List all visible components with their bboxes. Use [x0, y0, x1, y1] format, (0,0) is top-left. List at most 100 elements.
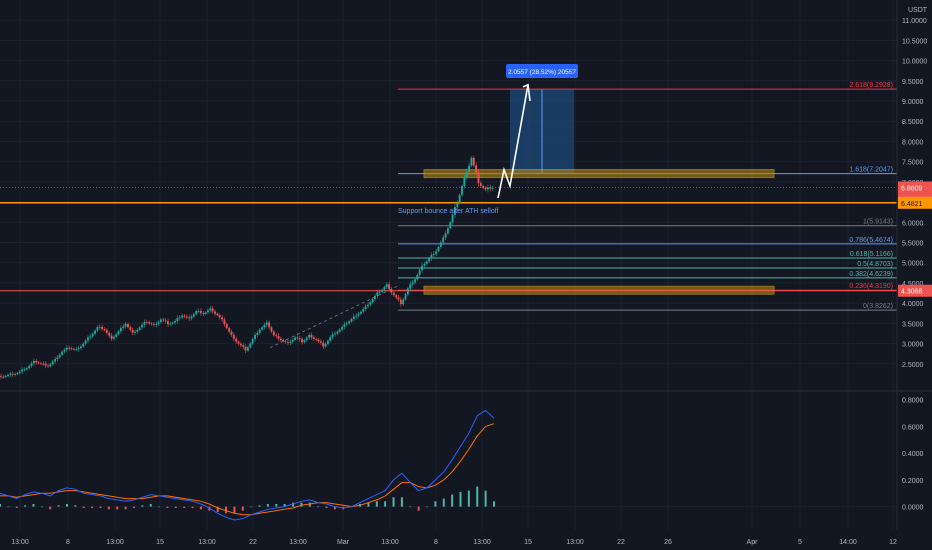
- candle-body: [11, 373, 14, 375]
- macd-histogram-bar: [208, 506, 211, 511]
- candle-body: [411, 282, 414, 285]
- macd-tick-label: 0.0000: [902, 505, 924, 512]
- candle-body: [49, 364, 52, 367]
- candle-body: [181, 315, 184, 318]
- candle-body: [77, 348, 80, 350]
- macd-histogram-bar: [367, 502, 370, 507]
- candle-body: [72, 348, 75, 350]
- macd-histogram-bar: [451, 494, 454, 507]
- price-tick-label: 5.5000: [902, 240, 924, 247]
- candle-body: [329, 337, 332, 341]
- candle-body: [355, 315, 358, 317]
- candle-body: [14, 374, 16, 375]
- candlestick-series: [0, 155, 494, 380]
- candle-body: [331, 334, 334, 338]
- candle-body: [326, 340, 329, 344]
- time-axis[interactable]: 13:00 8 13:00 15 13:00 22 13:00 Mar 13:00 8 13:00 1…: [11, 539, 897, 546]
- candle-body: [357, 313, 360, 316]
- candle-body: [221, 317, 224, 320]
- candle-body: [446, 228, 449, 234]
- candle-body: [58, 354, 61, 358]
- candle-body: [256, 332, 259, 335]
- candle-body: [89, 336, 92, 338]
- candle-body: [75, 349, 78, 350]
- candle-body: [112, 336, 115, 339]
- candle-body: [37, 362, 40, 364]
- candle-body: [101, 326, 104, 329]
- candle-body: [390, 288, 393, 293]
- candle-body: [183, 315, 186, 317]
- time-tick-label: 26: [664, 539, 672, 546]
- macd-histogram-bar: [384, 501, 387, 507]
- macd-indicator: [0, 409, 897, 521]
- target-label-bg: [506, 64, 578, 78]
- candle-body: [127, 323, 129, 328]
- fib-level-label: 0.382(4.6239): [849, 271, 893, 278]
- fib-retracement[interactable]: 2.618(9.2928) 1.618(7.2047) 1(5.9143) 0.786…: [0, 82, 897, 311]
- candle-body: [176, 318, 179, 321]
- macd-histogram-bar: [124, 506, 127, 510]
- macd-histogram-bar: [32, 503, 35, 507]
- projection-box: [510, 89, 574, 174]
- candle-body: [371, 299, 374, 303]
- macd-tick-label: 0.4000: [902, 451, 924, 458]
- price-tick-label: 4.0000: [902, 301, 924, 308]
- candle-body: [454, 207, 456, 215]
- candle-body: [155, 323, 158, 325]
- macd-histogram-bar: [434, 501, 437, 507]
- candle-body: [484, 187, 487, 190]
- candle-body: [334, 333, 336, 335]
- candle-body: [319, 341, 322, 343]
- candle-body: [366, 304, 369, 307]
- candle-body: [286, 342, 289, 343]
- candle-body: [108, 332, 111, 336]
- macd-histogram-bar: [292, 502, 295, 507]
- price-tick-label: 10.5000: [902, 38, 927, 45]
- macd-histogram-bar: [74, 505, 77, 507]
- candle-body: [0, 375, 2, 377]
- candle-body: [456, 203, 459, 208]
- candle-body: [275, 335, 278, 337]
- candle-body: [117, 331, 120, 335]
- candle-body: [119, 327, 122, 332]
- macd-histogram-bar: [392, 497, 395, 507]
- macd-line: [0, 409, 495, 521]
- candle-body: [145, 322, 148, 323]
- candle-body: [296, 337, 299, 339]
- candle-body: [418, 270, 421, 275]
- macd-histogram-bar: [191, 506, 194, 508]
- candle-body: [270, 327, 273, 332]
- macd-histogram-bar: [467, 490, 470, 507]
- candle-body: [84, 340, 87, 344]
- candle-body: [82, 343, 85, 347]
- candle-body: [9, 373, 12, 376]
- candle-body: [301, 339, 303, 343]
- candle-body: [16, 372, 19, 375]
- macd-histogram-bar: [24, 505, 27, 507]
- fib-level-label: 1.618(7.2047): [849, 167, 893, 174]
- candle-body: [322, 342, 325, 347]
- candle-body: [124, 323, 127, 327]
- candle-body: [4, 376, 7, 377]
- macd-axis: 0.8000 0.6000 0.4000 0.2000 0.0000: [902, 398, 924, 512]
- candle-body: [228, 328, 231, 332]
- candle-body: [416, 274, 419, 280]
- support-price-tag: 4.3068: [901, 289, 923, 296]
- price-axis[interactable]: 11.0000 10.5000 10.0000 9.5000 9.0000 8.5000 8…: [898, 18, 932, 369]
- candle-body: [423, 263, 426, 266]
- candle-body: [294, 337, 296, 341]
- macd-histogram-bar: [308, 502, 311, 507]
- candle-body: [265, 322, 268, 325]
- macd-histogram-bar: [174, 506, 177, 508]
- fib-level-label: 0.236(4.3190): [849, 283, 893, 290]
- time-tick-label: 13:00: [566, 539, 584, 546]
- macd-histogram-bar: [132, 506, 135, 508]
- candle-body: [141, 324, 144, 328]
- candle-body: [103, 328, 106, 330]
- candle-body: [110, 335, 113, 339]
- candle-body: [428, 258, 431, 262]
- candle-body: [291, 340, 294, 342]
- candle-body: [376, 292, 379, 296]
- candle-body: [385, 284, 388, 288]
